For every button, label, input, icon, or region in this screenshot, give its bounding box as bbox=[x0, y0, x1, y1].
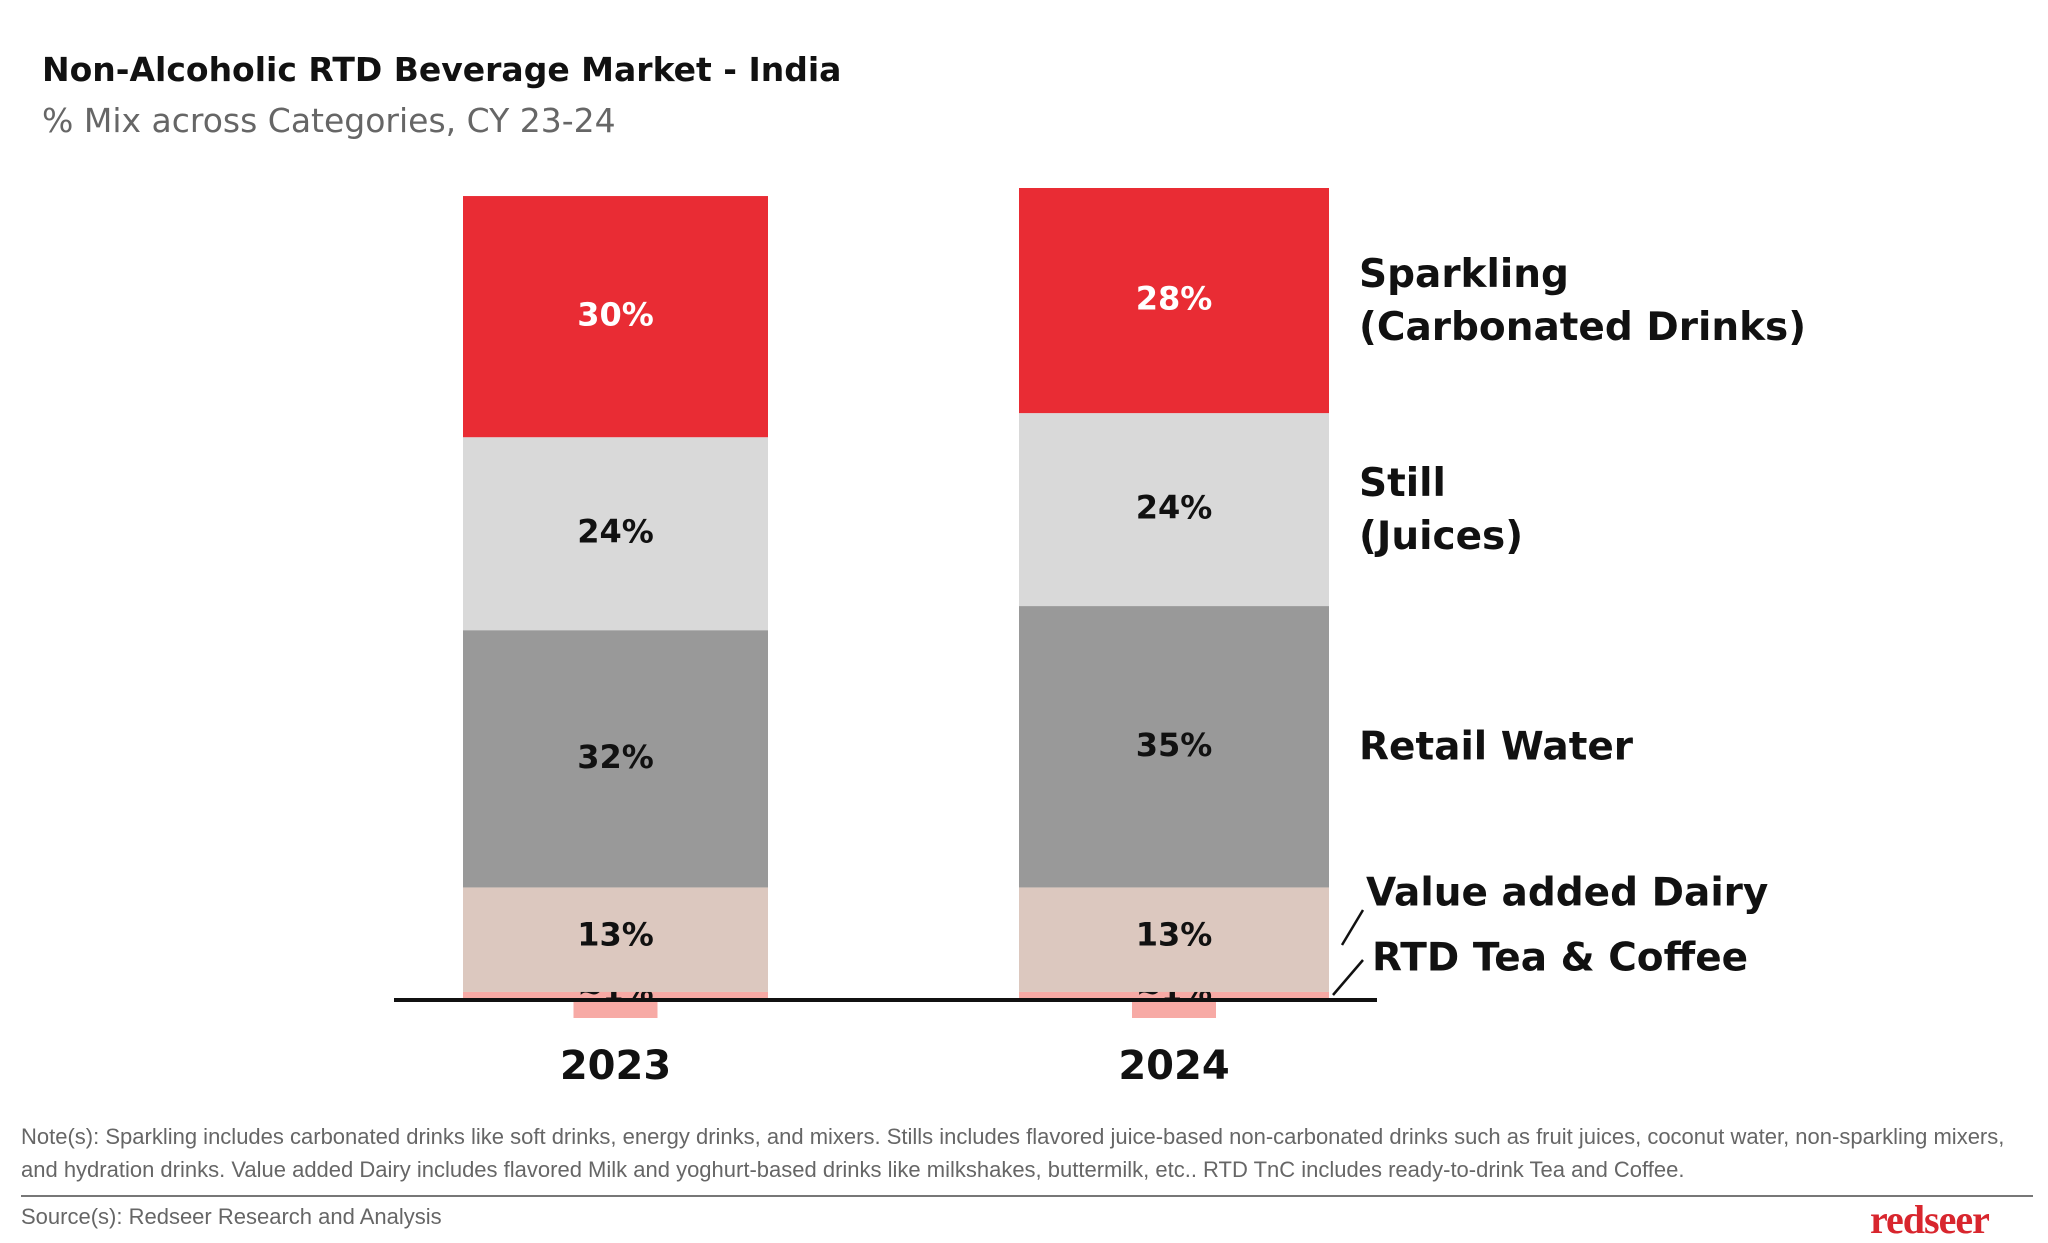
data-label: 32% bbox=[577, 738, 654, 776]
brand-logo: redseer bbox=[1870, 1197, 1990, 1242]
bar-segment bbox=[463, 196, 768, 438]
bar-segment bbox=[1019, 887, 1329, 992]
data-label: 24% bbox=[577, 513, 654, 551]
data-label: 35% bbox=[1136, 726, 1213, 764]
x-tick-label: 2024 bbox=[1118, 1043, 1229, 1089]
source: Source(s): Redseer Research and Analysis bbox=[21, 1204, 442, 1229]
leader-line bbox=[1340, 909, 1365, 946]
series-label: Retail Water bbox=[1359, 724, 1634, 770]
data-label: 24% bbox=[1136, 489, 1213, 527]
bar-segment bbox=[463, 630, 768, 888]
chart-title: Non-Alcoholic RTD Beverage Market - Indi… bbox=[42, 50, 842, 89]
data-label: 28% bbox=[1136, 280, 1213, 318]
series-label: Value added Dairy bbox=[1366, 870, 1769, 916]
series-label: Sparkling (Carbonated Drinks) bbox=[1359, 251, 1807, 350]
bar-segment bbox=[463, 887, 768, 992]
bar-segment bbox=[1019, 413, 1329, 607]
footnote: Note(s): Sparkling includes carbonated d… bbox=[21, 1124, 2005, 1182]
bar-segment bbox=[463, 437, 768, 631]
data-label: 13% bbox=[577, 916, 654, 954]
divider bbox=[21, 1195, 2033, 1197]
bar-segment bbox=[1019, 188, 1329, 414]
leader-line bbox=[1332, 959, 1364, 996]
series-label: RTD Tea & Coffee bbox=[1372, 935, 1749, 981]
x-tick-label: 2023 bbox=[560, 1043, 671, 1089]
bar-segment bbox=[1019, 606, 1329, 888]
chart-subtitle: % Mix across Categories, CY 23-24 bbox=[42, 101, 616, 140]
data-label: 13% bbox=[1136, 916, 1213, 954]
series-label: Still (Juices) bbox=[1359, 460, 1524, 559]
data-label: 30% bbox=[577, 296, 654, 334]
